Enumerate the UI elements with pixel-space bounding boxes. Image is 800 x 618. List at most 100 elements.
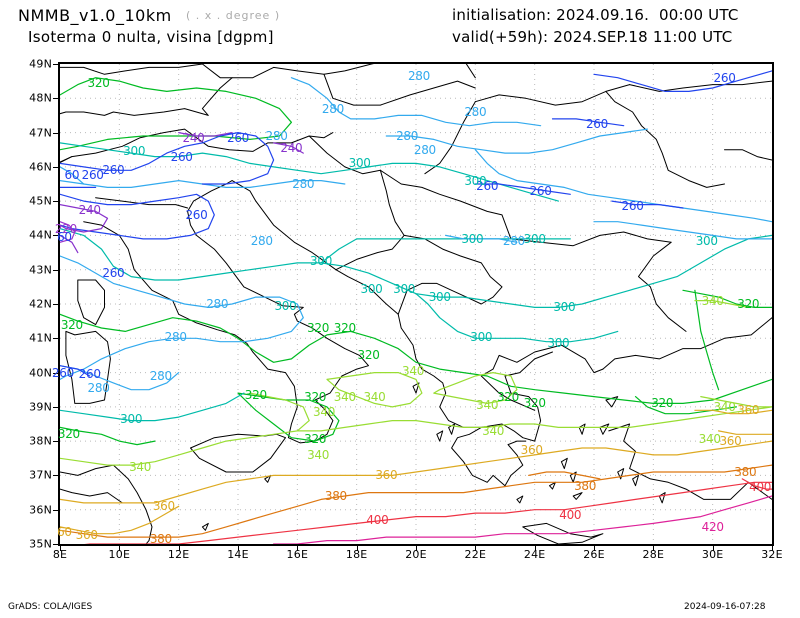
contour-value-label: 320	[304, 432, 327, 447]
map-canvas	[60, 64, 772, 544]
contour-value-label: 320	[737, 297, 760, 311]
contour-value-label: 360	[520, 442, 543, 457]
contour-value-label: 280	[149, 369, 172, 383]
contour-value-label: 360	[75, 528, 98, 543]
map-graphics	[60, 64, 772, 544]
y-axis-label: 49N	[29, 57, 52, 71]
contour-value-label: 300	[461, 231, 484, 246]
contour-value-label: 320	[304, 389, 327, 404]
x-axis-tick	[653, 546, 655, 551]
contour-value-label: 340	[129, 459, 152, 474]
contour-value-label: 280	[265, 129, 288, 143]
contour-value-label: 320	[523, 396, 546, 411]
contour-value-label: 60	[57, 525, 72, 539]
contour-value-label: 340	[713, 399, 736, 414]
contour-value-label: 320	[60, 317, 83, 332]
contour-value-label: 260	[51, 365, 74, 380]
y-axis-label: 42N	[29, 297, 52, 311]
grads-credit: GrADS: COLA/IGES	[8, 602, 93, 612]
contour-value-label: 340	[482, 423, 505, 438]
x-axis-tick	[60, 546, 61, 551]
contour-value-label: 320	[496, 389, 519, 404]
x-axis-label: 22E	[464, 548, 487, 561]
contour-value-label: 260	[102, 163, 125, 178]
field-title: Isoterma 0 nulta, visina [dgpm]	[28, 28, 274, 46]
contour-value-label: 380	[324, 489, 347, 503]
contour-value-label: 280	[250, 233, 273, 248]
contour-value-label: 300	[120, 411, 143, 426]
contour-map-plot	[58, 62, 774, 546]
contour-value-label: 320	[651, 396, 674, 411]
contour-value-label: 260	[185, 207, 208, 222]
contour-value-label: 260	[585, 117, 608, 131]
contour-value-label: 240	[78, 202, 101, 217]
contour-value-label: 420	[701, 519, 724, 534]
y-axis-label: 44N	[29, 228, 52, 242]
y-axis-tick	[53, 269, 58, 271]
contour-value-label: 360	[152, 499, 175, 514]
y-axis-label: 38N	[29, 434, 52, 448]
contour-value-label: 260	[621, 199, 644, 214]
contour-value-label: 240	[182, 130, 205, 145]
x-axis-tick	[475, 546, 477, 551]
initialisation-time: initialisation: 2024.09.16. 00:00 UTC	[452, 6, 739, 24]
contour-value-label: 320	[244, 387, 267, 402]
contour-value-label: 300	[274, 298, 297, 313]
x-axis-label: 26E	[583, 548, 605, 561]
x-axis-label: 30E	[701, 548, 724, 561]
contour-value-label: 300	[123, 144, 146, 159]
contour-value-label: 340	[333, 389, 356, 404]
contour-value-label: 280	[396, 129, 419, 143]
y-axis-tick	[53, 64, 58, 65]
contour-value-label: 260	[78, 367, 101, 382]
y-axis-tick	[53, 166, 58, 168]
y-axis-tick	[53, 372, 58, 374]
contour-value-label: 280	[87, 381, 110, 395]
contour-value-label: 260	[81, 168, 104, 183]
contour-value-label: 400	[559, 507, 582, 522]
x-axis-label: 28E	[642, 548, 665, 561]
y-axis-tick	[53, 235, 58, 237]
x-axis-label: 16E	[286, 548, 309, 561]
contour-value-label: 360	[737, 403, 760, 418]
x-axis-label: 20E	[405, 548, 427, 561]
contour-value-label: 320	[357, 348, 380, 363]
x-axis-label: 24E	[523, 548, 546, 561]
y-axis-label: 43N	[29, 263, 52, 277]
contour-value-label: 280	[206, 297, 229, 311]
x-axis-label: 18E	[345, 548, 368, 561]
contour-value-label: 260	[476, 178, 499, 193]
y-axis-label: 35N	[29, 537, 52, 551]
x-axis-label: 14E	[227, 548, 249, 561]
contour-value-label: 220	[54, 221, 77, 236]
x-axis-tick	[297, 546, 299, 551]
contour-value-label: 280	[292, 177, 315, 191]
contour-value-label: 280	[502, 233, 525, 248]
y-axis-tick	[53, 201, 58, 203]
x-axis-tick	[712, 546, 714, 551]
contour-value-label: 380	[734, 465, 757, 479]
model-units: ( . x . degree )	[186, 9, 281, 22]
y-axis-label: 36N	[29, 503, 52, 517]
contour-value-label: 260	[170, 149, 193, 164]
y-axis-tick	[53, 406, 58, 408]
contour-value-label: 280	[413, 142, 436, 157]
contour-value-label: 340	[363, 389, 386, 404]
contour-value-label: 260	[713, 70, 736, 85]
y-axis-label: 41N	[29, 331, 52, 345]
contour-value-label: 260	[102, 266, 125, 281]
contour-value-label: 60	[64, 168, 80, 183]
contour-value-label: 300	[428, 290, 451, 305]
contour-value-label: 300	[523, 231, 546, 246]
render-timestamp: 2024-09-16-07:28	[684, 602, 766, 612]
contour-value-label: 360	[719, 434, 742, 449]
x-axis-label: 12E	[167, 548, 190, 561]
x-axis-tick	[772, 546, 773, 551]
contour-value-label: 280	[407, 69, 430, 83]
contour-value-label: 300	[393, 281, 416, 296]
y-axis-label: 37N	[29, 468, 52, 482]
contour-value-label: 320	[57, 427, 80, 442]
contour-value-label: 260	[226, 130, 250, 145]
y-axis-tick	[53, 304, 58, 305]
x-axis-tick	[416, 546, 417, 551]
